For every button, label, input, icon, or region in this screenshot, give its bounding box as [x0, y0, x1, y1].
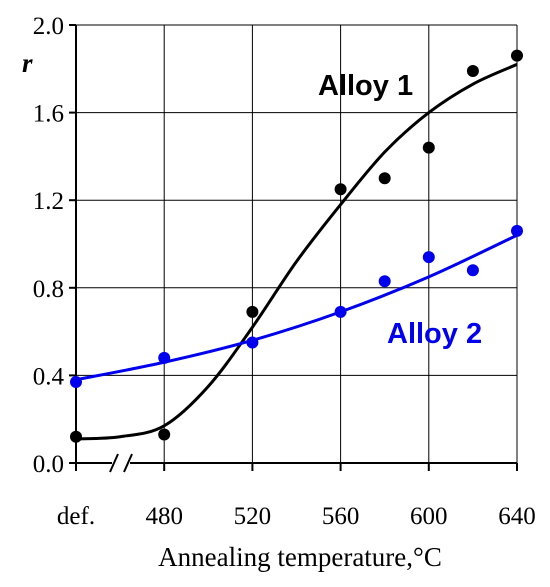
data-point-series-1	[511, 49, 523, 62]
y-axis-label: r	[22, 48, 33, 78]
y-tick-label: 0.0	[33, 451, 64, 478]
axis-break-mark	[109, 453, 119, 473]
series-label-alloy-2: Alloy 2	[387, 318, 482, 350]
axis-break-mark	[123, 453, 133, 473]
data-point-series-2	[334, 305, 347, 318]
series-label-alloy-1: Alloy 1	[318, 70, 413, 102]
grid	[76, 24, 518, 463]
data-point-series-2	[158, 351, 171, 364]
y-tick-label: 1.6	[33, 101, 64, 128]
data-point-series-1	[466, 64, 479, 77]
data-point-series-1	[70, 430, 82, 443]
x-tick-label: 480	[145, 503, 183, 530]
data-point-series-2	[511, 224, 523, 237]
fit-curve-series-1	[75, 63, 518, 441]
y-tick-label: 0.8	[33, 276, 64, 303]
data-points	[70, 49, 523, 443]
x-tick-label: def.	[57, 503, 95, 530]
data-point-series-1	[158, 428, 171, 441]
x-tick-label: 560	[322, 503, 360, 530]
data-point-series-2	[246, 336, 259, 349]
fit-curve-series-2	[75, 233, 518, 382]
data-point-series-2	[466, 264, 479, 277]
x-axis-label: Annealing temperature,°C	[158, 542, 442, 572]
x-tick-label: 640	[498, 503, 536, 530]
fit-curves	[75, 63, 518, 441]
y-tick-label: 1.2	[33, 188, 64, 215]
y-tick-label: 0.4	[33, 363, 65, 390]
data-point-series-2	[378, 275, 391, 288]
data-point-series-2	[70, 375, 82, 388]
data-point-series-1	[378, 172, 391, 185]
data-point-series-1	[422, 141, 435, 154]
y-tick-label: 2.0	[33, 13, 64, 40]
ticks: 0.0 0.4 0.8 1.2 1.6 2.0 def. 480 520 560 600 640	[33, 13, 536, 530]
x-tick-label: 600	[410, 503, 448, 530]
data-point-series-2	[422, 251, 435, 264]
data-point-series-1	[334, 183, 347, 196]
data-point-series-1	[246, 305, 259, 318]
axes	[75, 25, 517, 473]
x-tick-label: 520	[234, 503, 272, 530]
